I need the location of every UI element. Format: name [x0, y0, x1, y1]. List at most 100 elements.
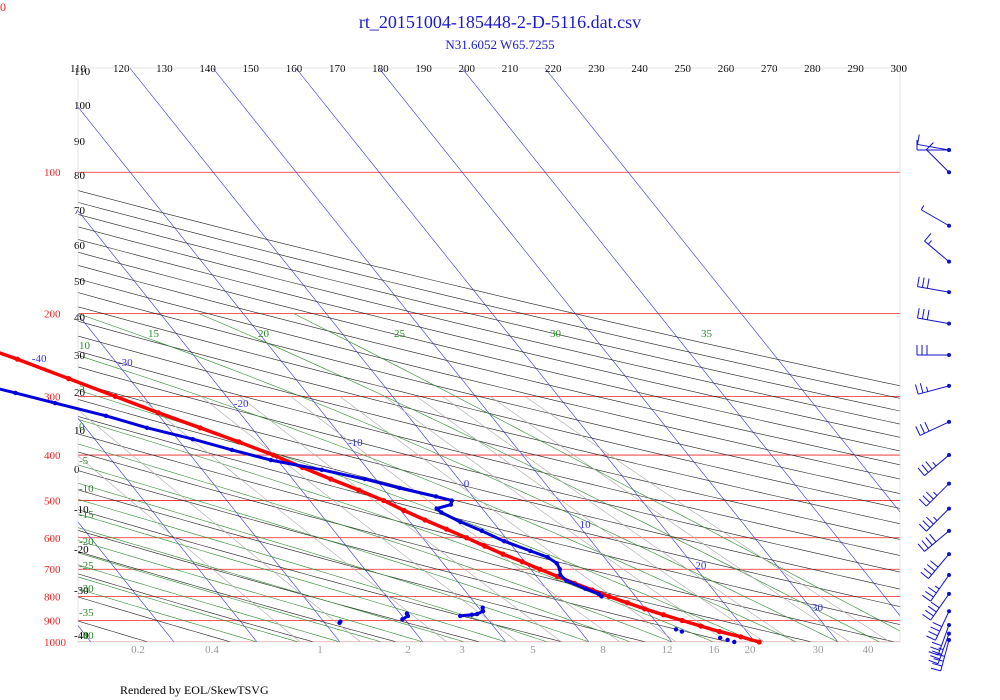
mixing-ratio-line [416, 396, 765, 642]
moist-adiabat-line [78, 499, 548, 642]
wind-barb [922, 572, 951, 602]
mixing-ratio-line [239, 396, 562, 642]
dry-adiabat-line [78, 382, 900, 590]
wind-barb-flag [932, 621, 943, 628]
moist-adiabat-line [78, 552, 382, 642]
dry-adiabat-line [78, 202, 900, 399]
dry-adiabat-line [78, 470, 729, 642]
wind-barb-flag [926, 564, 936, 572]
wind-barb-flag [930, 560, 939, 568]
dry-adiabat-left-label: 30 [74, 350, 86, 362]
wind-barb-staff [924, 240, 950, 263]
dewpoint-point [673, 627, 679, 632]
mixing-ratio-label: 3 [459, 644, 465, 656]
isotherm-line [212, 68, 673, 642]
isobar-label: 900 [44, 616, 61, 628]
dry-adiabat-line [78, 596, 231, 642]
moist-adiabat-label: -35 [79, 607, 94, 619]
dry-adiabat-top-label: 270 [761, 63, 778, 75]
dewpoint-point [725, 637, 730, 643]
wind-barb-flag [918, 523, 927, 532]
wind-barb-flag [922, 520, 931, 529]
wind-barb [920, 552, 951, 580]
dewpoint-point [717, 635, 723, 641]
isobar-label: 1000 [44, 637, 67, 649]
mixing-ratio-line [524, 396, 891, 642]
wind-barb [918, 506, 951, 532]
footer-credit: Rendered by EOL/SkewTSVG [120, 683, 269, 697]
moist-adiabat-line [198, 313, 880, 642]
dry-adiabat-top-label: 210 [502, 63, 519, 75]
moist-adiabat-label: -15 [79, 509, 94, 521]
moist-adiabat-line [78, 464, 631, 642]
dry-adiabat-line [78, 306, 900, 509]
wind-barb-half-flag [925, 386, 929, 392]
wind-barb-flag [926, 635, 936, 641]
mixing-ratio-line [442, 396, 795, 642]
dewpoint-fragment [460, 607, 485, 618]
dry-adiabat-line [78, 399, 900, 607]
isobar-label: 800 [44, 591, 61, 603]
dry-adiabat-line [78, 265, 900, 466]
dry-adiabat-top-label: 220 [545, 63, 562, 75]
wind-barb [915, 383, 951, 395]
isotherm-line [78, 314, 341, 642]
dry-adiabat-left-label: 70 [74, 205, 86, 217]
dry-adiabat-line [78, 214, 900, 412]
isotherm-line [544, 68, 900, 513]
dry-adiabat-left-label: 0 [74, 464, 80, 476]
wind-barb-staff [924, 530, 950, 552]
wind-barb-staff [926, 149, 950, 173]
wind-barbs [915, 134, 951, 672]
isotherm-label: 20 [695, 560, 707, 572]
moist-adiabat-label: 15 [148, 328, 160, 340]
moist-adiabat-label: -10 [79, 483, 94, 495]
mixing-ratio-label: 12 [662, 644, 673, 656]
wind-barb-flag [930, 601, 940, 609]
wind-barb-flag [916, 308, 920, 319]
isotherm-label: 30 [812, 602, 824, 614]
wind-barb-staff [917, 143, 950, 151]
moist-adiabat-line [78, 588, 258, 642]
dry-adiabat-top-label: 130 [156, 63, 173, 75]
wind-barb-flag [921, 277, 925, 288]
moist-adiabat-line [78, 355, 797, 642]
dry-adiabat-top-label: 170 [329, 63, 346, 75]
wind-barb [924, 233, 951, 264]
dry-adiabat-line [78, 320, 900, 525]
mixing-ratio-label: 30 [813, 644, 825, 656]
mixing-ratio-line [78, 455, 301, 642]
wind-barb-flag [925, 461, 933, 470]
wind-barb-staff [924, 454, 950, 477]
wind-barb-flag [917, 543, 925, 552]
corner-label: 0 [0, 0, 6, 14]
dry-adiabat-line [78, 366, 900, 573]
mixing-ratio-line [200, 396, 518, 642]
isotherm-label: 0 [464, 478, 470, 490]
isobar-label: 500 [44, 496, 61, 508]
wind-barb-flag [918, 498, 927, 507]
dry-adiabat-top-label: 120 [113, 63, 130, 75]
temperature-trace [0, 351, 760, 644]
dewpoint-point [679, 629, 685, 634]
wind-barb-flag [928, 631, 938, 637]
dry-adiabat-top-label: 160 [286, 63, 303, 75]
wind-barb-flag [925, 590, 934, 598]
isotherm-line [129, 68, 590, 642]
moist-adiabat-label: -40 [79, 630, 94, 642]
wind-barb-half-flag [933, 516, 938, 521]
wind-barb-flag [930, 626, 940, 632]
dry-adiabat-line [78, 335, 900, 540]
moist-adiabat-label: 0 [79, 421, 85, 433]
wind-barb [926, 142, 951, 175]
dry-adiabat-line [78, 350, 900, 556]
dewpoint-fragment [401, 613, 410, 621]
wind-barb-flag [930, 646, 940, 651]
moist-adiabat-line [78, 576, 299, 642]
wind-barb-flag [926, 309, 930, 320]
wind-barb-flag [922, 595, 931, 602]
mixing-ratio-label: 1 [317, 644, 323, 656]
wind-barb-flag [921, 308, 925, 319]
wind-barb-flag [931, 650, 942, 655]
wind-barb-flag [919, 424, 925, 434]
